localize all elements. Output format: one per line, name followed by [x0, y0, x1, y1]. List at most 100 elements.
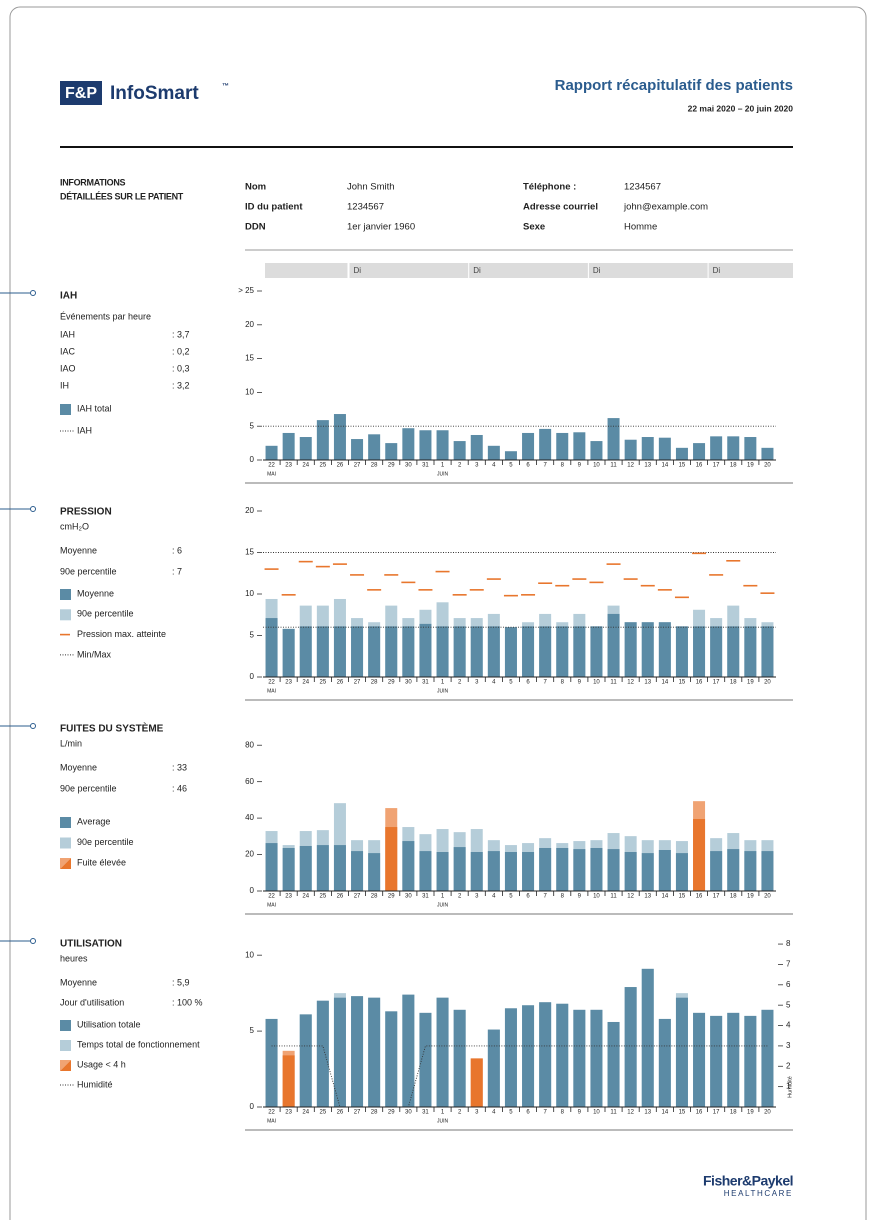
x-tick-label: 20 — [764, 894, 771, 900]
x-tick-label: 8 — [561, 680, 565, 686]
y2-axis-label: Humidité — [787, 1076, 793, 1098]
x-tick-label: 20 — [764, 463, 771, 469]
x-tick-label: 31 — [422, 894, 429, 900]
legend-label: Temps total de fonctionnement — [77, 1039, 200, 1049]
x-tick-label: 15 — [679, 1110, 686, 1116]
bar — [487, 626, 500, 677]
bar — [453, 1009, 466, 1107]
stat-value: : 6 — [172, 545, 182, 555]
legend-label: 90e percentile — [77, 837, 134, 847]
bar — [368, 434, 381, 460]
x-tick-label: 30 — [405, 463, 412, 469]
legend-swatch — [60, 1060, 71, 1071]
bar — [299, 626, 312, 677]
bar — [333, 414, 346, 460]
legend-label: Humidité — [77, 1079, 113, 1089]
bar — [761, 1009, 774, 1107]
report-dates: 22 mai 2020 – 20 juin 2020 — [688, 103, 794, 113]
x-tick-label: 14 — [662, 1110, 669, 1116]
x-tick-label: 10 — [593, 463, 600, 469]
report-title: Rapport récapitulatif des patients — [555, 77, 793, 94]
field-value: John Smith — [347, 182, 395, 193]
x-tick-label: 4 — [492, 463, 496, 469]
tick-label: > 25 — [238, 286, 254, 295]
bar — [744, 1015, 757, 1107]
x-tick-label: 23 — [285, 680, 292, 686]
bar — [453, 626, 466, 677]
x-tick-label: 25 — [320, 463, 327, 469]
bar — [470, 434, 483, 460]
stat-label: Moyenne — [60, 977, 97, 987]
stat-label: IAO — [60, 363, 76, 373]
x-tick-label: 12 — [627, 463, 634, 469]
bar — [419, 1012, 432, 1107]
bar — [727, 1012, 740, 1107]
stat-value: : 46 — [172, 783, 187, 793]
footer-sub: HEALTHCARE — [724, 1189, 793, 1198]
bar — [522, 1005, 535, 1107]
x-tick-label: 5 — [509, 680, 513, 686]
stat-label: 90e percentile — [60, 783, 117, 793]
x-tick-label: 29 — [388, 680, 395, 686]
x-tick-label: 11 — [610, 894, 617, 900]
stat-label: Jour d'utilisation — [60, 997, 124, 1007]
bar — [351, 996, 364, 1107]
x-tick-label: 13 — [644, 1110, 651, 1116]
x-tick-label: 17 — [713, 680, 720, 686]
bar — [351, 626, 364, 677]
weekday-label: Di — [354, 266, 362, 275]
legend-label: Usage < 4 h — [77, 1059, 126, 1069]
stat-value: : 33 — [172, 762, 187, 772]
legend-label: Min/Max — [77, 649, 112, 659]
month-label: MAI — [267, 471, 276, 477]
bar — [607, 418, 620, 460]
x-tick-label: 18 — [730, 463, 737, 469]
bar — [402, 841, 415, 891]
x-tick-label: 7 — [543, 463, 547, 469]
x-tick-label: 9 — [578, 680, 582, 686]
x-tick-label: 22 — [268, 463, 275, 469]
bar — [299, 437, 312, 460]
x-tick-label: 30 — [405, 1110, 412, 1116]
x-tick-label: 19 — [747, 1110, 754, 1116]
bar — [573, 1009, 586, 1107]
bar — [470, 852, 483, 891]
bar — [504, 451, 517, 460]
stat-value: : 5,9 — [172, 977, 190, 987]
logo-name: InfoSmart — [110, 83, 199, 104]
x-tick-label: 2 — [458, 463, 462, 469]
tick-label: 3 — [786, 1041, 791, 1050]
humidity-line — [271, 1045, 768, 1108]
legend-swatch — [60, 858, 71, 869]
connector-dot — [30, 938, 36, 944]
field-label: DDN — [245, 222, 266, 233]
bar — [333, 997, 346, 1107]
x-tick-label: 3 — [475, 894, 479, 900]
bar — [522, 432, 535, 460]
bar — [282, 847, 295, 891]
bar — [522, 626, 535, 677]
legend-label: 90e percentile — [77, 609, 134, 619]
tick-label: 5 — [786, 1000, 791, 1009]
bar — [624, 439, 637, 460]
bar — [333, 626, 346, 677]
bar — [590, 626, 603, 677]
x-tick-label: 6 — [526, 1110, 530, 1116]
patient-heading: INFORMATIONS — [60, 177, 126, 187]
bar — [402, 428, 415, 460]
legend-label: IAH total — [77, 403, 112, 413]
bar — [265, 618, 278, 677]
month-label: JUIN — [437, 688, 449, 694]
x-tick-label: 3 — [475, 680, 479, 686]
weekday-label: Di — [593, 266, 601, 275]
bar — [470, 626, 483, 677]
tick-label: 15 — [245, 548, 254, 557]
x-tick-label: 23 — [285, 1110, 292, 1116]
bar — [573, 626, 586, 677]
tick-label: 20 — [245, 506, 254, 515]
tick-label: 4 — [786, 1021, 791, 1030]
bar — [539, 428, 552, 460]
x-tick-label: 23 — [285, 463, 292, 469]
x-tick-label: 7 — [543, 1110, 547, 1116]
bar — [265, 843, 278, 891]
